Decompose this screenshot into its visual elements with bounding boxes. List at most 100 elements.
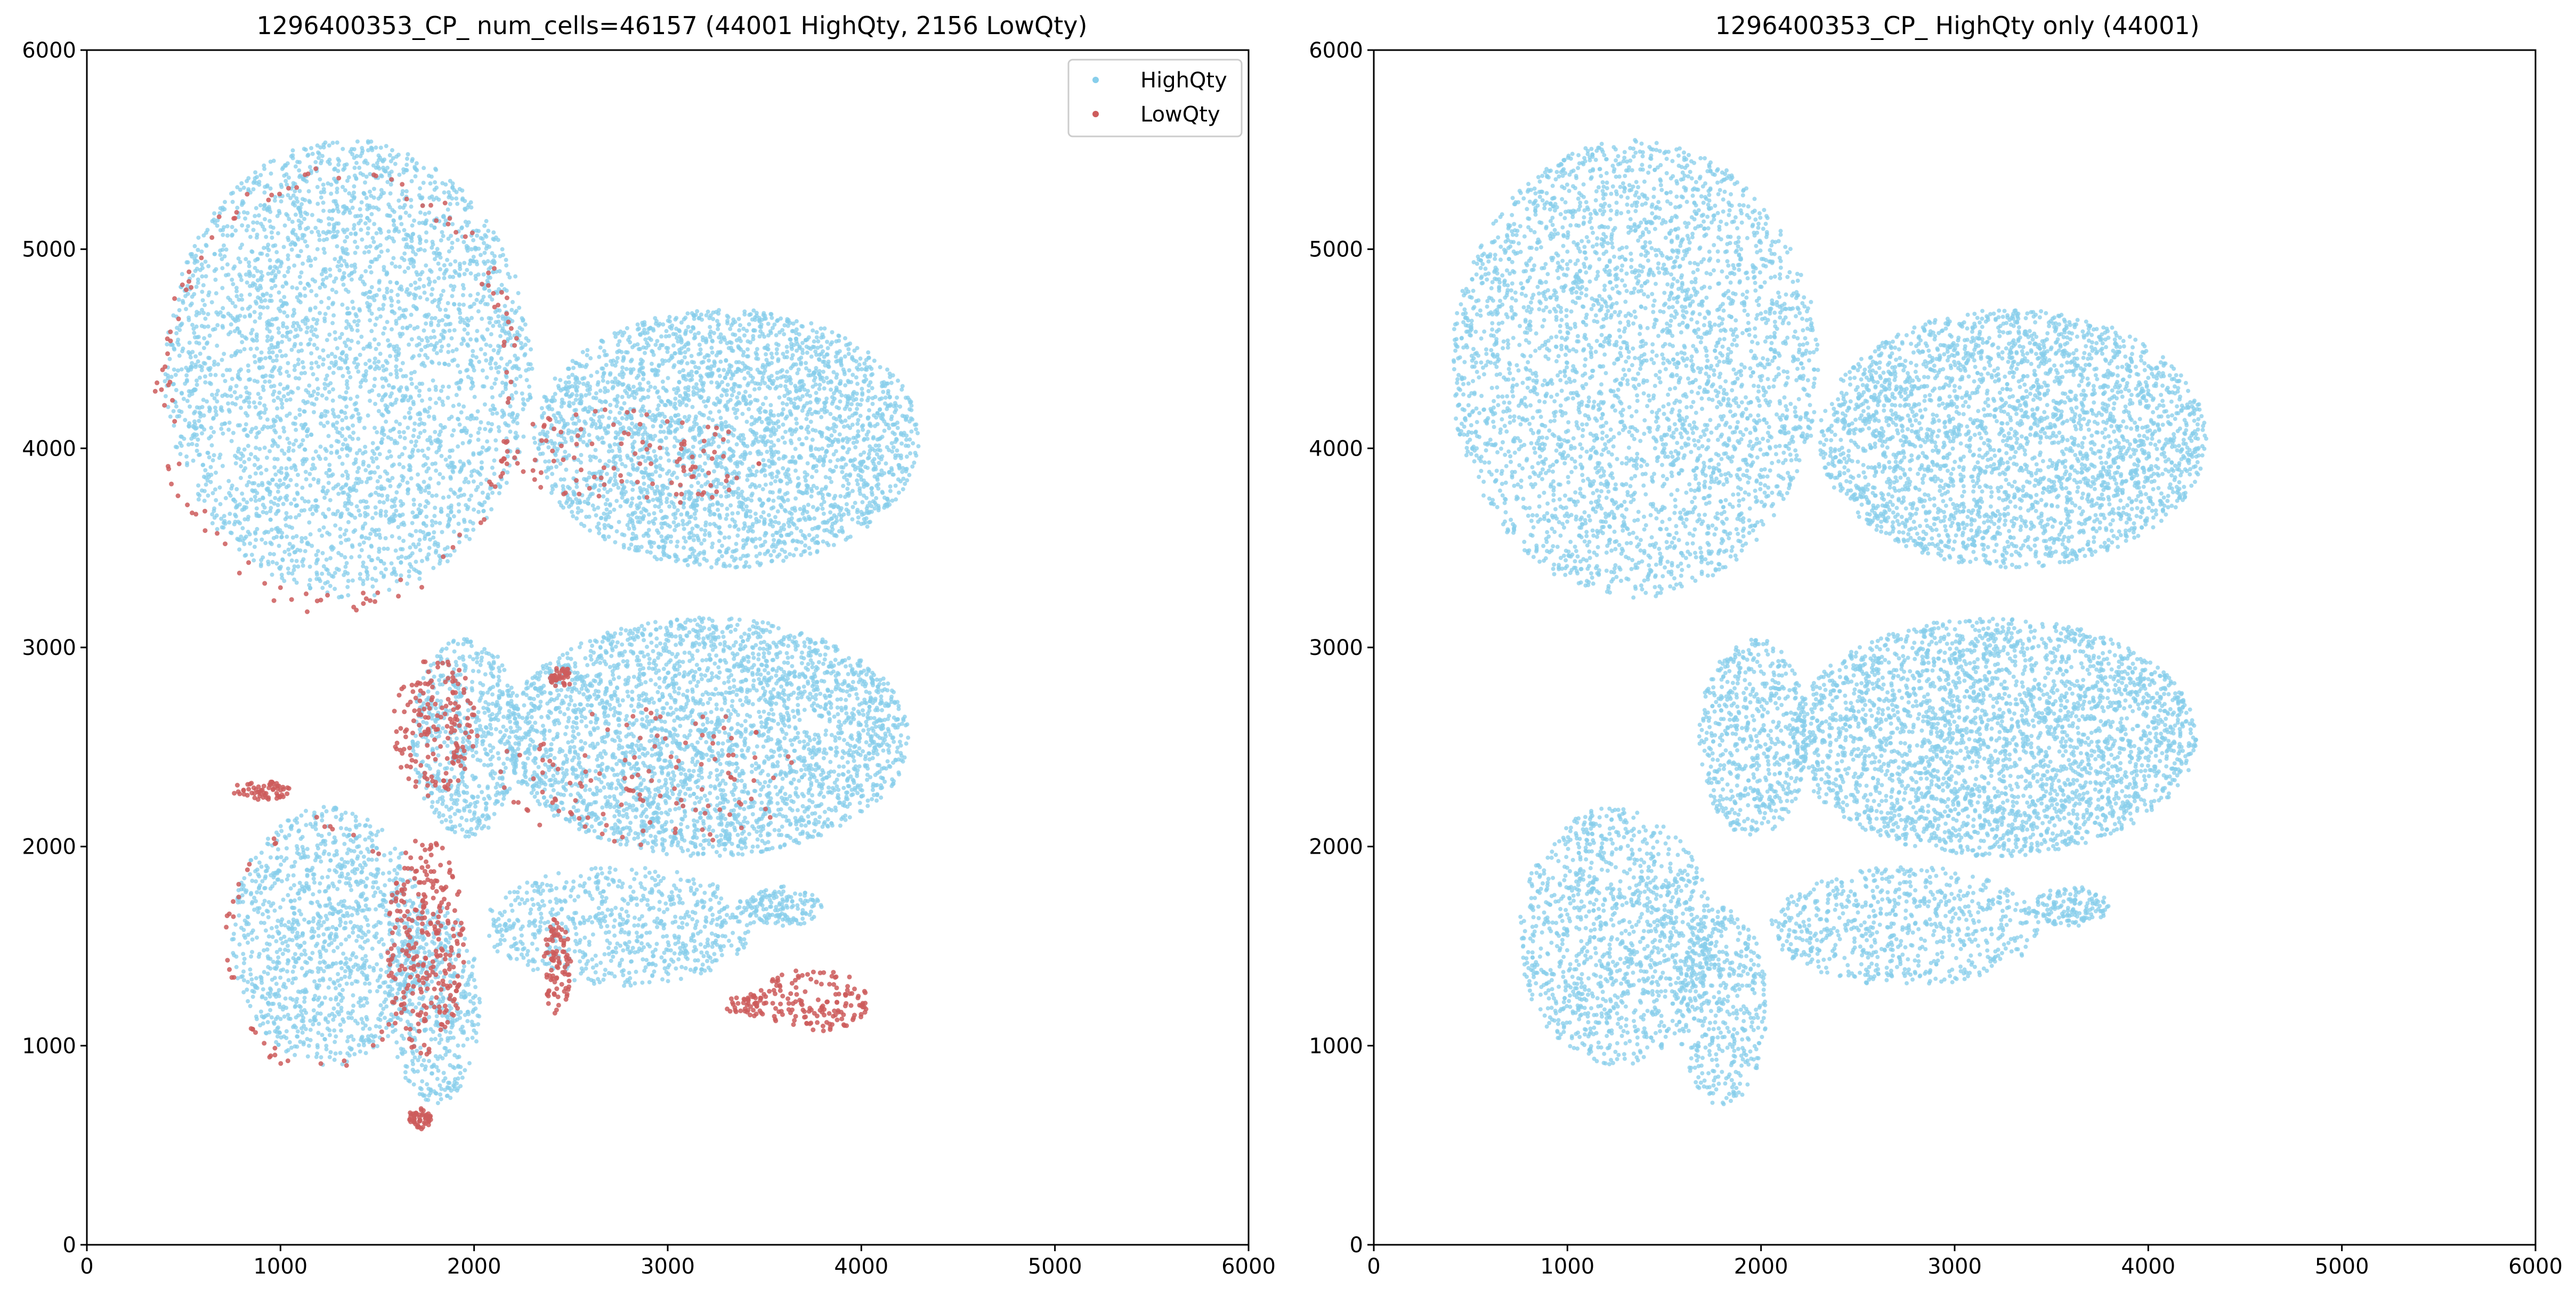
data-point (490, 422, 494, 426)
data-point (192, 331, 196, 335)
data-point (497, 491, 501, 496)
data-point (415, 161, 419, 165)
data-point (188, 341, 192, 345)
data-point (299, 442, 304, 447)
data-point (283, 179, 288, 183)
data-point (261, 293, 265, 297)
data-point (815, 330, 819, 335)
data-point (399, 504, 403, 508)
data-point (700, 484, 704, 488)
data-point (708, 325, 712, 329)
data-point (339, 263, 343, 267)
data-point (832, 423, 836, 427)
data-point (244, 386, 248, 390)
data-point (263, 541, 268, 545)
data-point (490, 395, 495, 400)
data-point (284, 475, 288, 480)
data-point (708, 410, 712, 415)
data-point (328, 584, 333, 588)
data-point (317, 152, 321, 156)
data-point (755, 347, 759, 351)
data-point (406, 266, 410, 270)
data-point (768, 386, 772, 391)
data-point (810, 412, 814, 416)
data-point (260, 351, 264, 355)
data-point (766, 322, 771, 326)
data-point (237, 256, 241, 261)
data-point (363, 378, 368, 383)
data-point (345, 585, 350, 589)
data-point (193, 258, 198, 263)
data-point (414, 529, 418, 533)
data-point (340, 351, 344, 355)
data-point (278, 435, 282, 440)
data-point (259, 471, 263, 475)
data-point (630, 488, 635, 492)
data-point (606, 534, 611, 539)
data-point (437, 361, 441, 366)
data-point (375, 317, 379, 321)
data-point (280, 334, 285, 338)
data-point (855, 346, 860, 350)
data-point (285, 534, 289, 539)
data-point (356, 437, 360, 441)
data-point (261, 496, 265, 500)
data-point (239, 534, 243, 539)
data-point (344, 416, 349, 420)
data-point (441, 476, 445, 480)
data-point (471, 384, 475, 388)
data-point (225, 224, 230, 229)
data-point (653, 343, 658, 347)
data-point (466, 331, 470, 336)
data-point (492, 407, 496, 411)
data-point (397, 173, 401, 177)
data-point (725, 507, 730, 511)
data-point (657, 505, 661, 509)
data-point (814, 391, 819, 395)
data-point (414, 270, 418, 274)
data-point (447, 249, 451, 254)
data-point (795, 421, 799, 426)
data-point (325, 449, 329, 453)
data-point (268, 266, 272, 270)
data-point (354, 457, 358, 461)
data-point (848, 474, 852, 478)
data-point (435, 254, 439, 258)
data-point (484, 343, 489, 347)
data-point (282, 579, 286, 583)
data-point (196, 236, 200, 240)
data-point (425, 336, 429, 340)
data-point (774, 333, 779, 337)
data-point (733, 525, 737, 529)
data-point (806, 502, 811, 507)
data-point (450, 336, 454, 341)
data-point (233, 454, 237, 458)
data-point (220, 358, 224, 362)
data-point (700, 497, 704, 501)
data-point (291, 536, 295, 540)
data-point (359, 380, 363, 385)
data-point (218, 452, 222, 457)
data-point (251, 221, 255, 225)
data-point (302, 233, 306, 238)
data-point (228, 298, 232, 302)
data-point (497, 425, 501, 429)
data-point (445, 559, 450, 563)
data-point (354, 408, 358, 412)
data-point (434, 388, 438, 392)
data-point (723, 485, 727, 490)
data-point (187, 442, 191, 447)
data-point (368, 318, 372, 322)
data-point (333, 354, 337, 359)
data-point (817, 387, 822, 391)
data-point (448, 322, 452, 326)
data-point (728, 327, 732, 331)
data-point (272, 465, 277, 469)
data-point (439, 238, 443, 242)
data-point (398, 306, 402, 311)
data-point (457, 540, 461, 545)
data-point (768, 403, 773, 407)
data-point (457, 502, 461, 507)
data-point (200, 368, 204, 372)
data-point (498, 309, 502, 313)
